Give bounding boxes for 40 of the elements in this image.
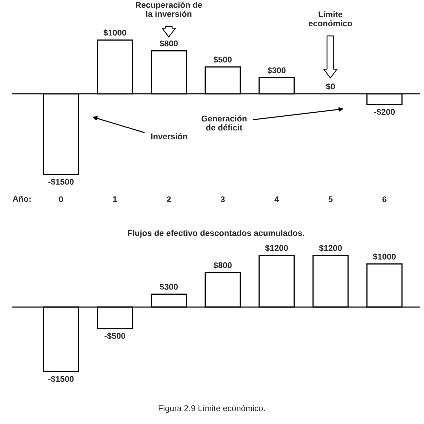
x-tick-label: 0 [59, 196, 64, 202]
x-tick-label: 2 [167, 196, 172, 202]
chart-title: Flujos de efectivo descontados acumulados. [128, 230, 304, 238]
data-label: $300 [268, 67, 286, 74]
x-tick-label: 5 [328, 196, 333, 202]
bar [258, 77, 295, 95]
x-tick-label: 6 [382, 196, 387, 202]
x-tick-label: 4 [274, 196, 280, 202]
bar [43, 306, 80, 372]
x-tick-label: 1 [113, 196, 118, 202]
data-label: $1200 [265, 244, 288, 252]
data-label: $800 [160, 40, 178, 48]
data-label: $1200 [319, 244, 342, 252]
text: Figura 2.9 Límite económico. [158, 405, 265, 414]
data-label: -$500 [104, 332, 126, 340]
data-label: $800 [214, 262, 232, 269]
data-label: -$200 [374, 108, 396, 116]
data-label: $300 [160, 284, 178, 290]
data-label: $1000 [104, 30, 126, 36]
text: Recuperación de la inversión [136, 2, 202, 18]
bar [150, 50, 188, 95]
data-label: $1000 [373, 254, 396, 260]
bar [258, 255, 295, 308]
data-label: -$1500 [48, 376, 74, 383]
bar [312, 255, 349, 308]
data-label: $500 [214, 56, 232, 64]
annotation: Inversión [151, 133, 188, 140]
data-label: $0 [326, 83, 336, 90]
bar [204, 272, 242, 308]
bar [43, 94, 80, 176]
x-tick-label: 3 [220, 196, 225, 202]
data-label: -$1500 [48, 178, 74, 186]
bar [366, 264, 403, 308]
bar [366, 94, 403, 106]
annotation: Generación de déficit [202, 116, 247, 131]
bar [97, 40, 134, 95]
bar [204, 66, 242, 95]
bar [97, 306, 134, 330]
text: Límite económico [308, 11, 352, 27]
x-axis-title: Año: [12, 196, 31, 202]
